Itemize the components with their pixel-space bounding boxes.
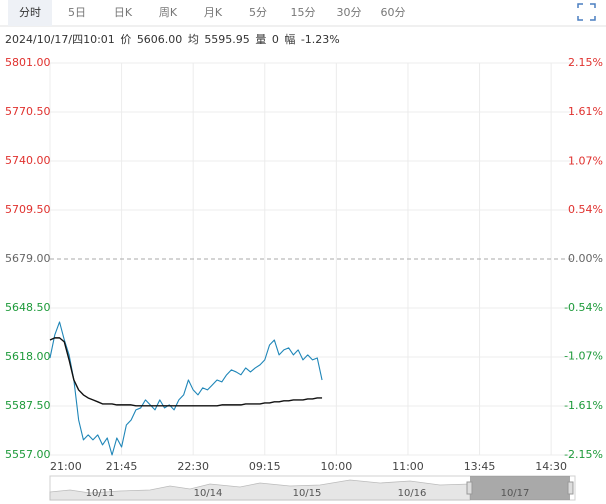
tab-selected-bg xyxy=(8,0,52,26)
series-line xyxy=(49,321,323,456)
navigator-date: 10/17 xyxy=(501,488,530,499)
y2-tick-label: 0.00% xyxy=(568,252,603,265)
y2-tick-label: 1.07% xyxy=(568,154,603,167)
tab[interactable]: 5日 xyxy=(68,6,86,19)
navigator-selection[interactable] xyxy=(470,476,570,500)
navigator-mini-chart xyxy=(49,479,471,501)
navigator-date: 10/15 xyxy=(293,488,322,499)
info-vol-label: 量 xyxy=(255,33,266,46)
y2-tick-label: 1.61% xyxy=(568,105,603,118)
info-amp: -1.23% xyxy=(301,33,340,46)
tab[interactable]: 60分 xyxy=(381,6,406,19)
tab[interactable]: 30分 xyxy=(337,6,362,19)
navigator-date: 10/14 xyxy=(194,488,223,499)
tab[interactable]: 15分 xyxy=(291,6,316,19)
navigator[interactable]: 10/11 10/14 10/15 10/16 10/17 xyxy=(49,475,576,501)
tab[interactable]: 周K xyxy=(159,6,178,19)
y-tick-label: 5587.50 xyxy=(5,399,51,412)
navigator-date: 10/11 xyxy=(86,488,115,499)
y2-tick-label: 2.15% xyxy=(568,56,603,69)
fullscreen-icon[interactable] xyxy=(577,3,596,21)
series-line xyxy=(49,337,323,407)
y-tick-label: 5709.50 xyxy=(5,203,51,216)
navigator-handle[interactable] xyxy=(466,481,473,495)
y2-tick-label: -1.61% xyxy=(564,399,603,412)
x-tick-label: 14:30 xyxy=(535,460,567,473)
x-tick-label: 21:00 xyxy=(50,460,82,473)
tab[interactable]: 日K xyxy=(114,6,133,19)
x-tick-label: 09:15 xyxy=(249,460,281,473)
y2-tick-label: 0.54% xyxy=(568,203,603,216)
info-datetime: 2024/10/17/四10:01 xyxy=(5,33,115,46)
y-tick-label: 5801.00 xyxy=(5,56,51,69)
info-price-label: 价 xyxy=(120,33,131,46)
x-tick-label: 13:45 xyxy=(464,460,496,473)
tab[interactable]: 5分 xyxy=(249,6,267,19)
y-tick-label: 5557.00 xyxy=(5,448,51,461)
x-tick-label: 22:30 xyxy=(177,460,209,473)
info-avg: 5595.95 xyxy=(204,33,250,46)
y-tick-label: 5679.00 xyxy=(5,252,51,265)
info-line: 2024/10/17/四10:01 价 5606.00 均 5595.95 量 … xyxy=(5,33,340,46)
info-vol: 0 xyxy=(272,33,279,46)
info-price: 5606.00 xyxy=(137,33,183,46)
info-avg-label: 均 xyxy=(188,33,199,46)
y2-tick-label: -0.54% xyxy=(564,301,603,314)
y2-tick-label: -1.07% xyxy=(564,350,603,363)
y-tick-label: 5618.00 xyxy=(5,350,51,363)
fullscreen-corners xyxy=(577,3,596,21)
tab[interactable]: 分时 xyxy=(19,6,41,19)
y-tick-label: 5740.00 xyxy=(5,154,51,167)
y-tick-label: 5770.50 xyxy=(5,105,51,118)
x-tick-label: 21:45 xyxy=(106,460,138,473)
navigator-date: 10/16 xyxy=(398,488,427,499)
x-tick-label: 11:00 xyxy=(392,460,424,473)
y-tick-label: 5648.50 xyxy=(5,301,51,314)
y2-tick-label: -2.15% xyxy=(564,448,603,461)
tab[interactable]: 月K xyxy=(204,6,223,19)
navigator-handle[interactable] xyxy=(567,481,574,495)
x-tick-label: 10:00 xyxy=(321,460,353,473)
info-amp-label: 幅 xyxy=(284,33,295,46)
